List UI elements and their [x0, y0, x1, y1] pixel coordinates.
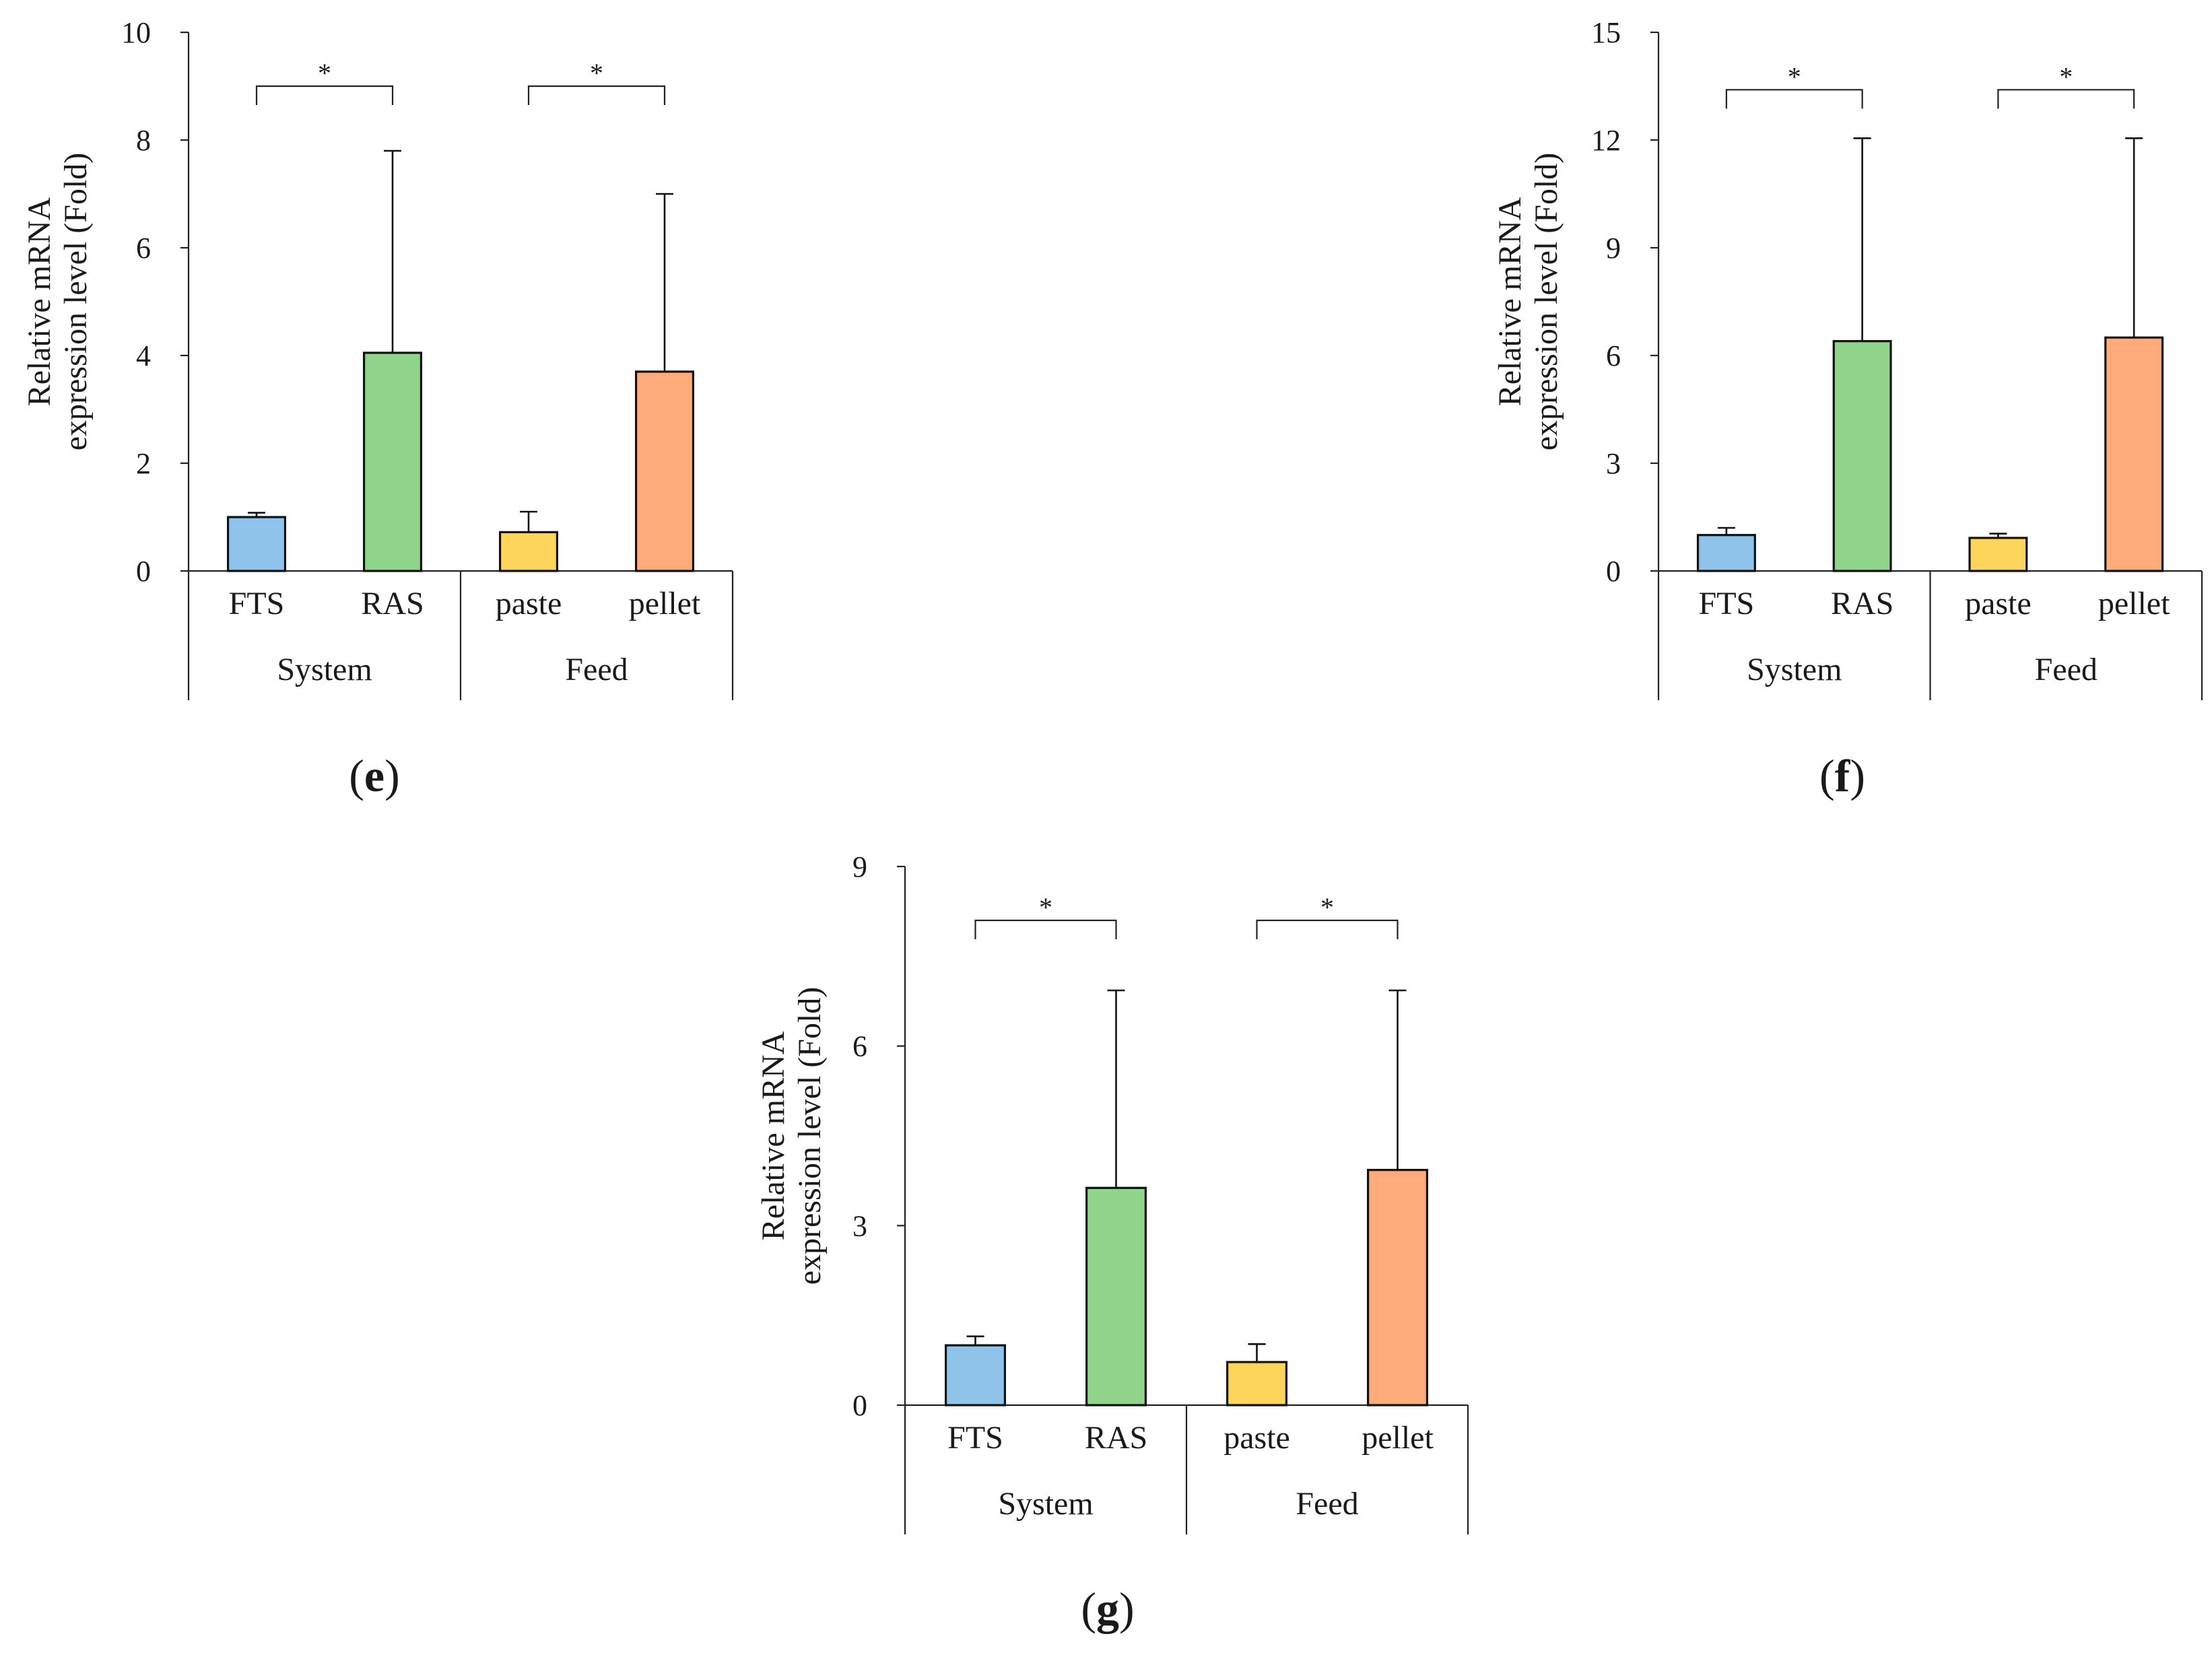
bar-paste	[1968, 537, 2028, 572]
y-axis-label-line1: Relative mRNA	[1492, 197, 1528, 406]
y-tick-label: 9	[852, 850, 867, 883]
bar-paste	[498, 531, 559, 572]
y-axis-label-line1: Relative mRNA	[756, 1031, 791, 1240]
category-label-fts: FTS	[947, 1420, 1003, 1456]
group-label-feed: Feed	[2035, 652, 2098, 687]
y-tick-label: 3	[1606, 447, 1621, 480]
y-axis-label-line2: expression level (Fold)	[1529, 153, 1564, 451]
y-tick-label: 4	[136, 339, 151, 372]
category-label-paste: paste	[496, 586, 562, 621]
category-label-fts: FTS	[229, 586, 285, 621]
significance-marker: *	[1320, 892, 1334, 922]
caption-open: (	[349, 750, 364, 801]
y-axis-label-line2: expression level (Fold)	[58, 153, 94, 451]
caption-close: )	[1850, 750, 1865, 801]
significance-marker: *	[1788, 61, 1801, 92]
category-label-pellet: pellet	[1362, 1420, 1434, 1456]
bar-ras	[362, 351, 423, 572]
panel-caption: (e)	[349, 750, 400, 801]
caption-letter: g	[1096, 1583, 1119, 1634]
significance-marker: *	[1039, 892, 1052, 922]
significance-bracket	[1725, 89, 1863, 109]
y-tick-label: 6	[136, 232, 151, 265]
bar-ras	[1085, 1186, 1147, 1406]
category-label-pellet: pellet	[629, 586, 701, 621]
significance-bracket	[974, 919, 1117, 939]
category-label-fts: FTS	[1699, 586, 1755, 621]
significance-marker: *	[2059, 61, 2073, 92]
bar-pellet	[634, 370, 695, 572]
significance-bracket	[255, 85, 394, 105]
y-tick-label: 6	[1606, 339, 1621, 372]
y-tick-label: 2	[136, 447, 151, 480]
caption-letter: e	[364, 750, 384, 801]
y-axis-label-line1: Relative mRNA	[22, 197, 57, 406]
category-label-ras: RAS	[1831, 586, 1893, 621]
y-tick-label: 12	[1591, 124, 1621, 157]
bar-pellet	[1367, 1169, 1428, 1406]
caption-close: )	[384, 750, 400, 801]
bar-pellet	[2104, 336, 2164, 572]
y-tick-label: 0	[136, 555, 151, 588]
significance-bracket	[1256, 919, 1399, 939]
category-label-paste: paste	[1965, 586, 2032, 621]
significance-marker: *	[318, 58, 331, 88]
bar-fts	[226, 516, 287, 572]
category-label-pellet: pellet	[2098, 586, 2170, 621]
caption-letter: f	[1835, 750, 1851, 801]
group-label-feed: Feed	[565, 652, 628, 687]
caption-open: (	[1081, 1583, 1096, 1634]
y-tick-label: 15	[1591, 16, 1621, 49]
group-label-system: System	[277, 652, 372, 687]
group-label-system: System	[998, 1486, 1093, 1522]
panel-caption: (f)	[1819, 750, 1865, 801]
group-label-feed: Feed	[1296, 1486, 1358, 1522]
category-label-ras: RAS	[361, 586, 424, 621]
panel-caption: (g)	[1081, 1583, 1134, 1634]
caption-close: )	[1119, 1583, 1135, 1634]
y-tick-label: 6	[852, 1030, 867, 1063]
y-axis-label-line2: expression level (Fold)	[792, 987, 828, 1285]
bar-paste	[1226, 1361, 1287, 1406]
significance-bracket	[1997, 89, 2135, 109]
y-tick-label: 0	[852, 1389, 867, 1422]
bar-ras	[1832, 340, 1892, 572]
significance-bracket	[527, 85, 666, 105]
bar-fts	[1696, 534, 1756, 572]
y-tick-label: 0	[1606, 555, 1621, 588]
category-label-paste: paste	[1224, 1420, 1290, 1456]
y-tick-label: 8	[136, 124, 151, 157]
category-label-ras: RAS	[1085, 1420, 1147, 1456]
y-tick-label: 10	[121, 16, 151, 49]
y-tick-label: 3	[852, 1209, 867, 1242]
caption-open: (	[1819, 750, 1835, 801]
bar-fts	[945, 1344, 1006, 1406]
group-label-system: System	[1747, 652, 1842, 687]
significance-marker: *	[590, 58, 603, 88]
y-tick-label: 9	[1606, 232, 1621, 265]
